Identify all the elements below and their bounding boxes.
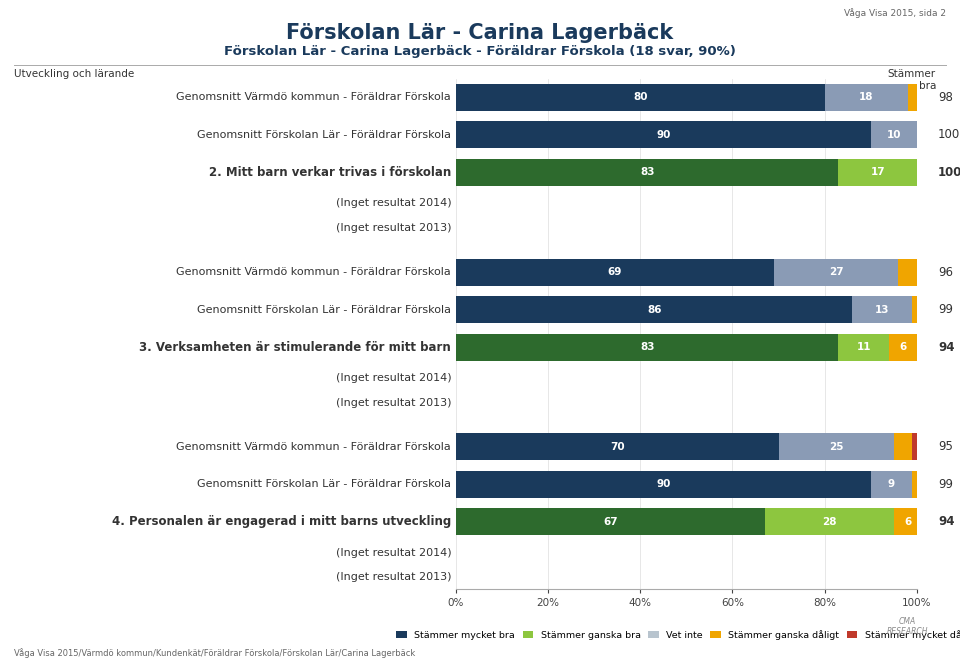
Text: 100: 100 — [938, 166, 960, 179]
Text: 69: 69 — [608, 267, 622, 277]
Text: (Inget resultat 2013): (Inget resultat 2013) — [336, 398, 451, 408]
Text: 70: 70 — [610, 442, 625, 452]
Bar — [765, 508, 894, 535]
Text: Genomsnitt Förskolan Lär - Föräldrar Förskola: Genomsnitt Förskolan Lär - Föräldrar För… — [197, 304, 451, 314]
Text: 10: 10 — [886, 130, 901, 140]
Text: 95: 95 — [938, 440, 952, 453]
Text: 94: 94 — [938, 340, 954, 354]
Text: Utveckling och lärande: Utveckling och lärande — [14, 69, 134, 79]
Bar — [912, 471, 917, 498]
Bar — [912, 296, 917, 323]
Text: 94: 94 — [938, 515, 954, 528]
Bar — [456, 296, 852, 323]
Text: 11: 11 — [856, 342, 871, 352]
Bar — [838, 159, 917, 186]
Text: 2. Mitt barn verkar trivas i förskolan: 2. Mitt barn verkar trivas i förskolan — [209, 166, 451, 179]
Text: 86: 86 — [647, 304, 661, 314]
Text: 90: 90 — [657, 480, 670, 490]
Bar — [852, 296, 912, 323]
Bar — [912, 433, 917, 460]
Text: 99: 99 — [938, 303, 953, 316]
Text: 99: 99 — [938, 478, 953, 491]
Bar — [456, 121, 871, 149]
Bar — [456, 258, 774, 286]
Text: (Inget resultat 2013): (Inget resultat 2013) — [336, 223, 451, 233]
Text: (Inget resultat 2013): (Inget resultat 2013) — [336, 572, 451, 582]
Text: 67: 67 — [603, 517, 617, 527]
Text: Våga Visa 2015, sida 2: Våga Visa 2015, sida 2 — [844, 8, 946, 18]
Text: (Inget resultat 2014): (Inget resultat 2014) — [336, 548, 451, 558]
Bar — [456, 508, 765, 535]
Bar — [825, 84, 907, 111]
Bar — [456, 433, 779, 460]
Text: 100: 100 — [938, 129, 960, 141]
Text: 4. Personalen är engagerad i mitt barns utveckling: 4. Personalen är engagerad i mitt barns … — [112, 515, 451, 528]
Text: 3. Verksamheten är stimulerande för mitt barn: 3. Verksamheten är stimulerande för mitt… — [139, 340, 451, 354]
Text: 83: 83 — [640, 167, 655, 178]
Text: Genomsnitt Värmdö kommun - Föräldrar Förskola: Genomsnitt Värmdö kommun - Föräldrar För… — [177, 267, 451, 277]
Text: 13: 13 — [875, 304, 890, 314]
Text: (Inget resultat 2014): (Inget resultat 2014) — [336, 198, 451, 208]
Bar — [456, 159, 838, 186]
Text: 96: 96 — [938, 266, 953, 278]
Text: 27: 27 — [828, 267, 844, 277]
Text: Förskolan Lär - Carina Lagerbäck: Förskolan Lär - Carina Lagerbäck — [286, 23, 674, 43]
Bar — [456, 84, 825, 111]
Text: 90: 90 — [657, 130, 670, 140]
Text: 18: 18 — [859, 93, 874, 103]
Text: 83: 83 — [640, 342, 655, 352]
Bar — [871, 121, 917, 149]
Text: CMA
RESEARCH: CMA RESEARCH — [886, 617, 928, 636]
Bar — [456, 334, 838, 361]
Bar — [838, 334, 889, 361]
Bar — [894, 433, 912, 460]
Text: 6: 6 — [904, 517, 911, 527]
Text: 28: 28 — [822, 517, 836, 527]
Text: 25: 25 — [828, 442, 844, 452]
Text: Stämmer
bra: Stämmer bra — [888, 69, 936, 91]
Text: (Inget resultat 2014): (Inget resultat 2014) — [336, 373, 451, 383]
Bar — [779, 433, 894, 460]
Legend: Stämmer mycket bra, Stämmer ganska bra, Vet inte, Stämmer ganska dåligt, Stämmer: Stämmer mycket bra, Stämmer ganska bra, … — [393, 626, 960, 643]
Bar — [899, 258, 917, 286]
Bar — [894, 508, 922, 535]
Text: Genomsnitt Förskolan Lär - Föräldrar Förskola: Genomsnitt Förskolan Lär - Föräldrar För… — [197, 130, 451, 140]
Text: 6: 6 — [900, 342, 906, 352]
Bar — [774, 258, 899, 286]
Text: Våga Visa 2015/Värmdö kommun/Kundenkät/Föräldrar Förskola/Förskolan Lär/Carina L: Våga Visa 2015/Värmdö kommun/Kundenkät/F… — [14, 648, 416, 658]
Text: Genomsnitt Värmdö kommun - Föräldrar Förskola: Genomsnitt Värmdö kommun - Föräldrar För… — [177, 93, 451, 103]
Bar — [871, 471, 912, 498]
Text: 80: 80 — [633, 93, 648, 103]
Text: 17: 17 — [871, 167, 885, 178]
Text: Genomsnitt Förskolan Lär - Föräldrar Förskola: Genomsnitt Förskolan Lär - Föräldrar För… — [197, 480, 451, 490]
Text: Genomsnitt Värmdö kommun - Föräldrar Förskola: Genomsnitt Värmdö kommun - Föräldrar För… — [177, 442, 451, 452]
Bar — [907, 84, 917, 111]
Bar — [456, 471, 871, 498]
Text: Förskolan Lär - Carina Lagerbäck - Föräldrar Förskola (18 svar, 90%): Förskolan Lär - Carina Lagerbäck - Föräl… — [224, 45, 736, 59]
Text: 9: 9 — [888, 480, 895, 490]
Text: 98: 98 — [938, 91, 952, 104]
Bar — [889, 334, 917, 361]
